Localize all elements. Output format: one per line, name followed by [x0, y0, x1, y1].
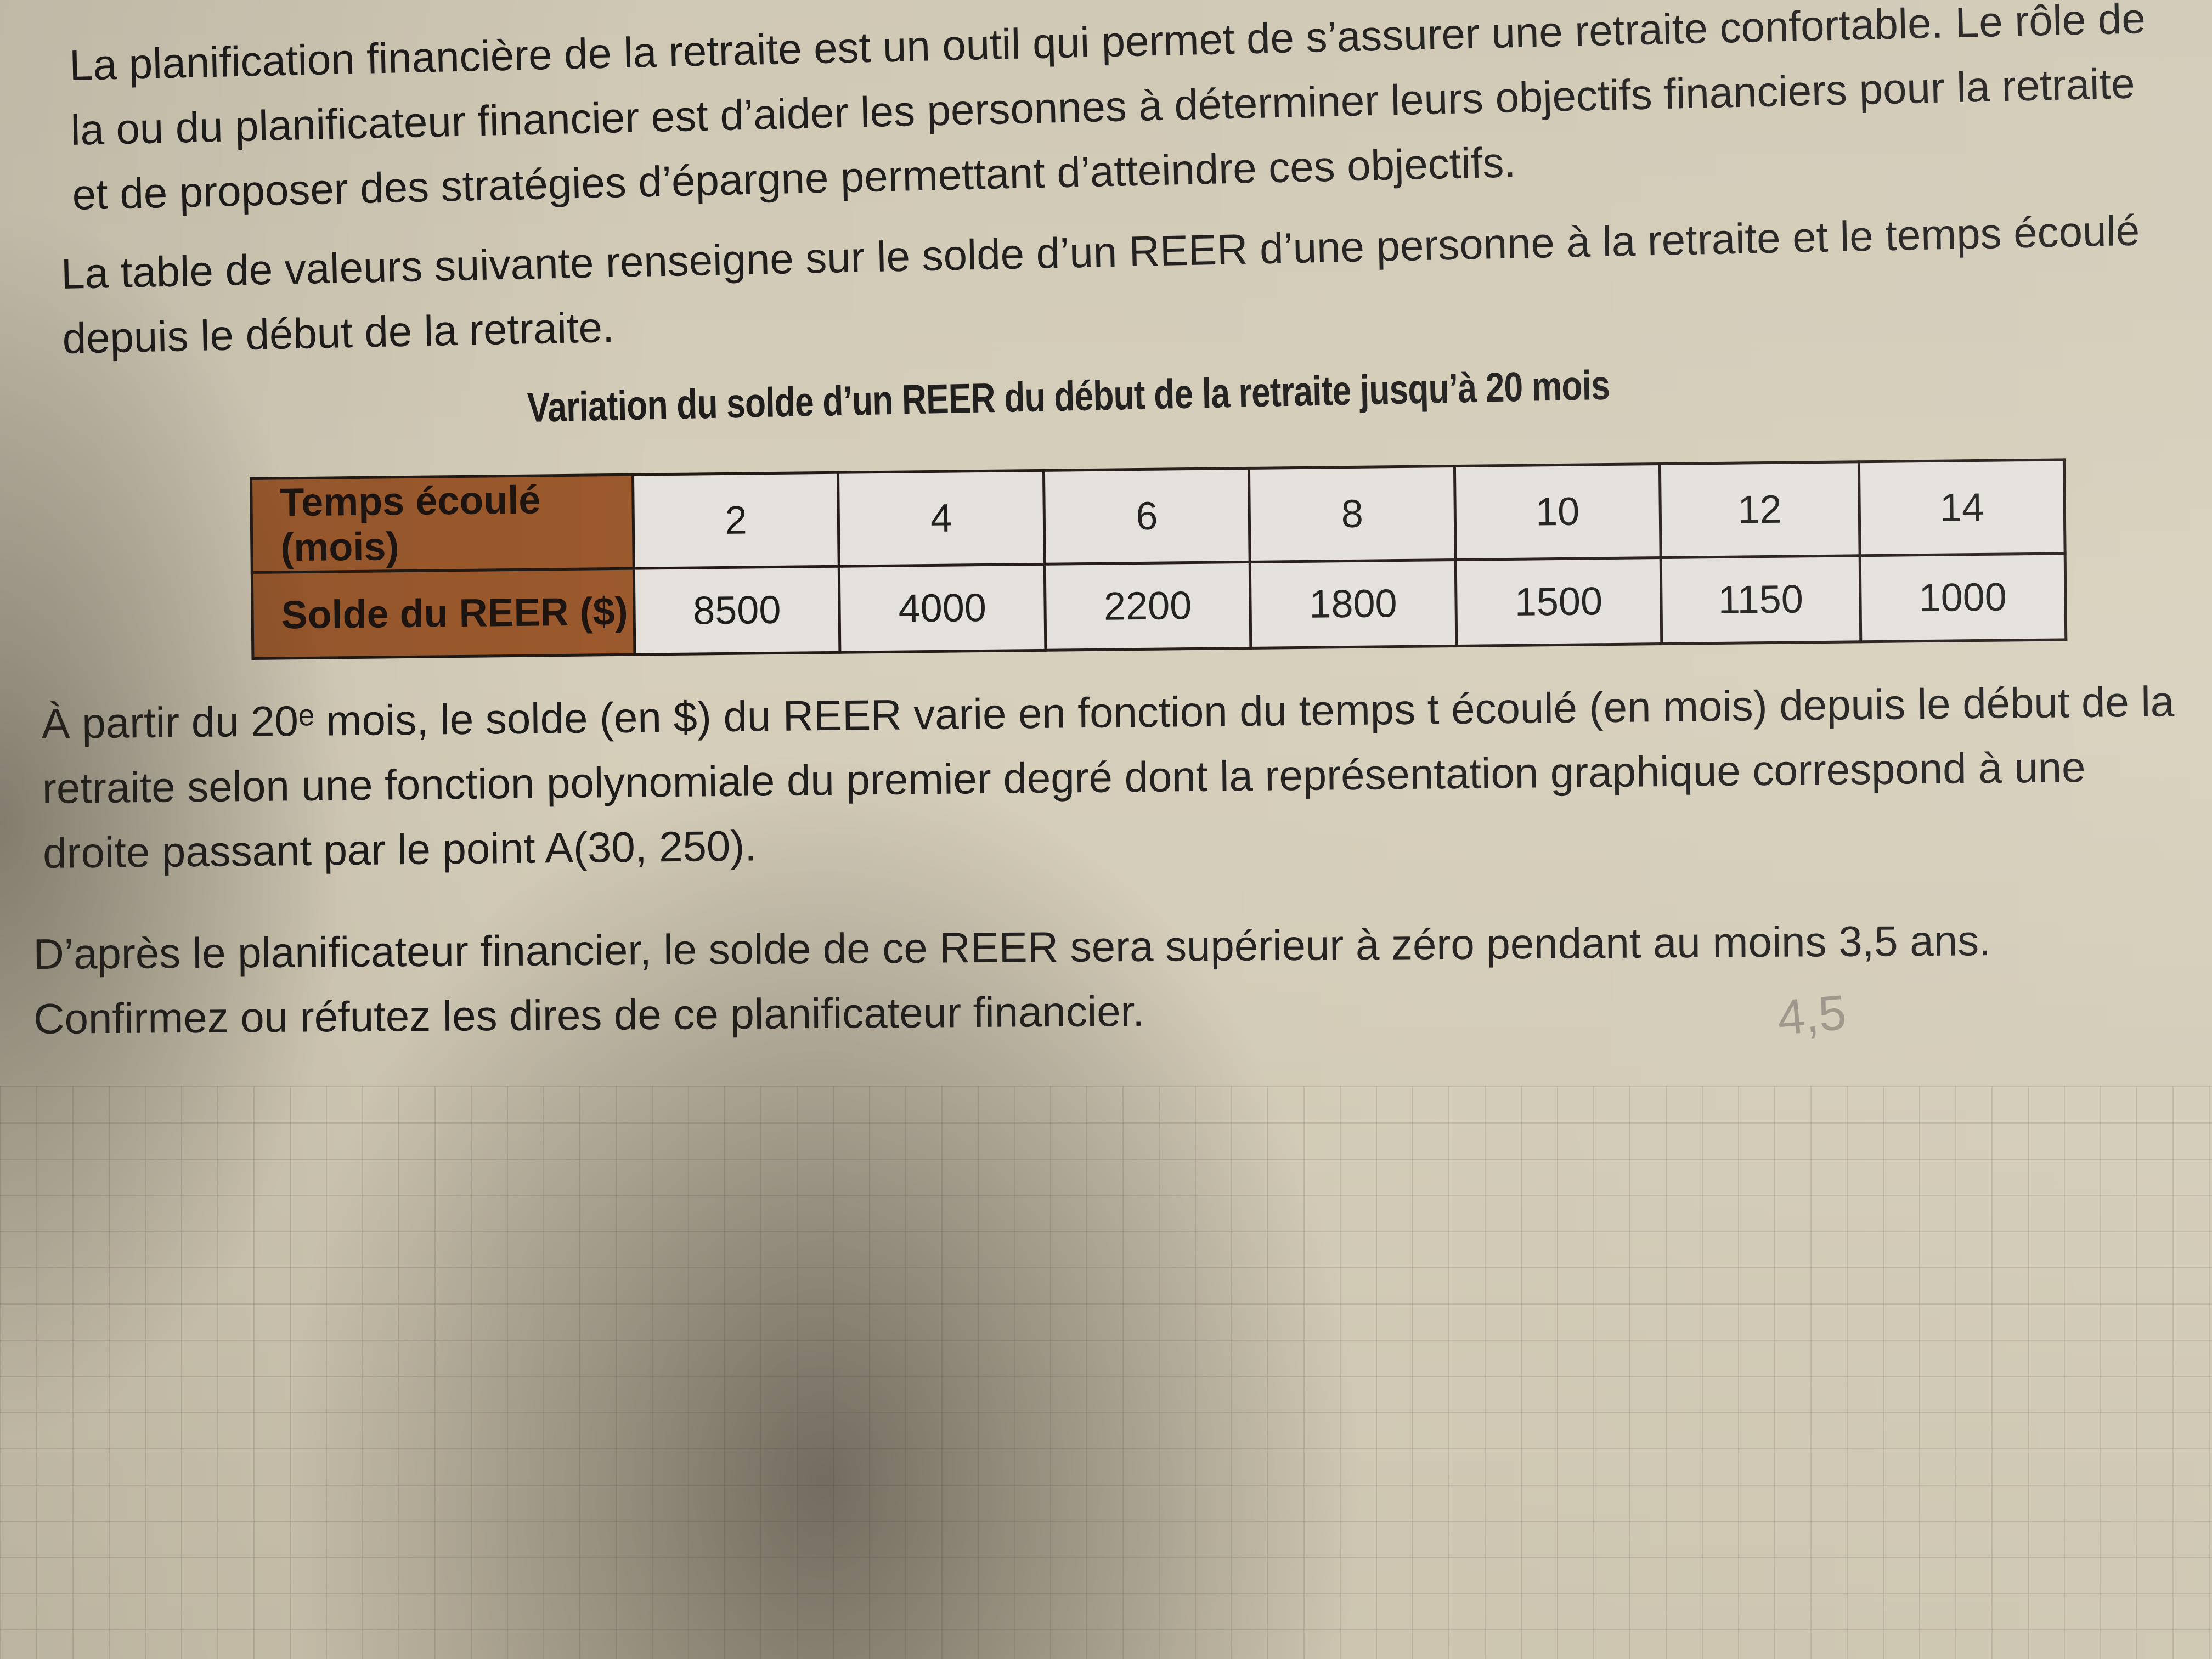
cell: 4000	[839, 564, 1046, 653]
pencil-note: 4,5	[1775, 985, 1849, 1046]
graph-paper	[0, 1086, 2212, 1659]
cell: 4	[838, 470, 1045, 567]
table-title: Variation du solde d’un REER du début de…	[527, 362, 1610, 431]
cell: 1800	[1250, 560, 1457, 648]
row-header: Solde du REER ($)	[252, 568, 635, 659]
cell: 6	[1043, 468, 1250, 565]
table-row-balance: Solde du REER ($) 8500 4000 2200 1800 15…	[252, 553, 2066, 659]
cell: 2200	[1045, 562, 1251, 651]
cell: 1150	[1661, 555, 1861, 644]
cell: 1000	[1859, 553, 2066, 642]
cell: 8	[1249, 466, 1455, 562]
cell: 1500	[1455, 557, 1662, 646]
cell: 12	[1660, 461, 1860, 558]
values-table: Temps écoulé (mois) 2 4 6 8 10 12 14 Sol…	[250, 458, 2067, 660]
cell: 2	[633, 472, 839, 569]
cell: 8500	[634, 566, 840, 655]
function-paragraph: À partir du 20ᵉ mois, le solde (en $) du…	[41, 677, 2175, 877]
cell: 10	[1454, 464, 1661, 560]
table-intro-paragraph: La table de valeurs suivante renseigne s…	[60, 206, 2140, 363]
cell: 14	[1858, 459, 2066, 556]
intro-paragraph: La planification financière de la retrai…	[69, 0, 2146, 219]
table-row-time: Temps écoulé (mois) 2 4 6 8 10 12 14	[251, 459, 2066, 573]
row-header: Temps écoulé (mois)	[251, 475, 634, 573]
question-paragraph: D’après le planificateur financier, le s…	[33, 916, 1991, 1043]
